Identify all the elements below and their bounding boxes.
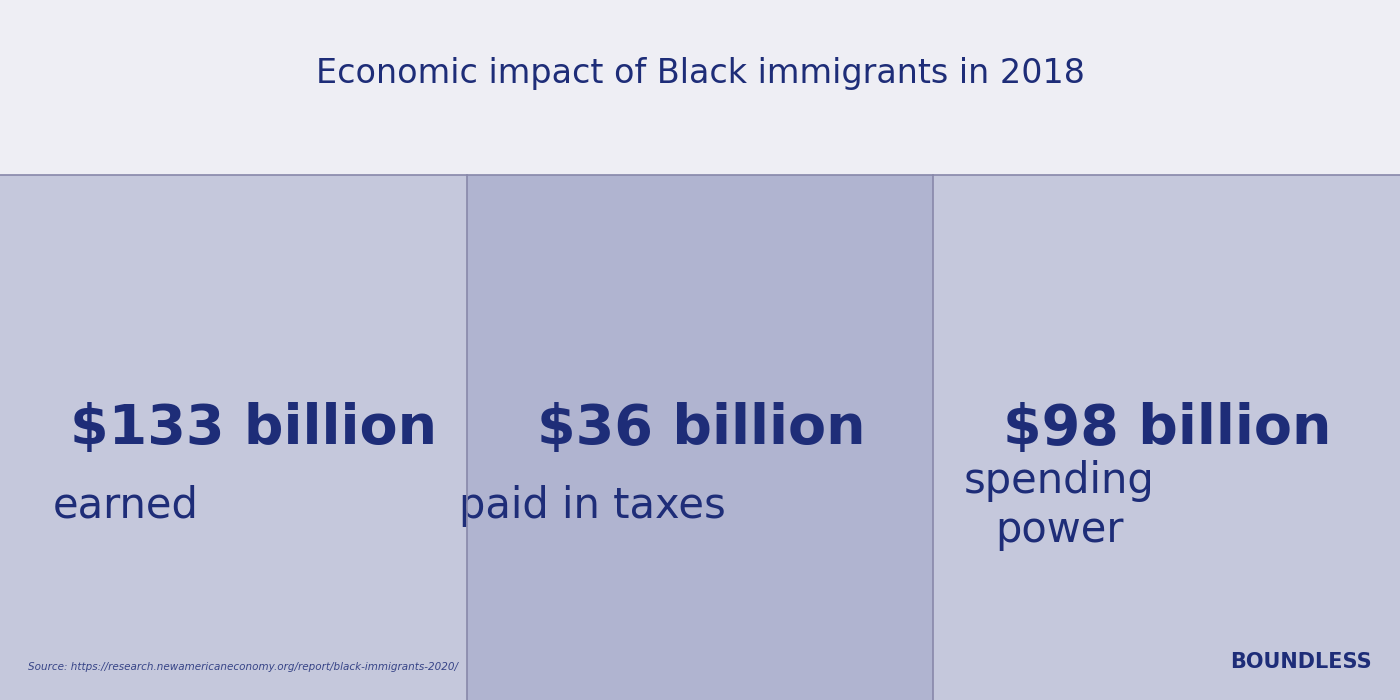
Bar: [0, 175, 466, 700]
Text: $133 billion: $133 billion: [70, 402, 437, 456]
Text: Source: https://research.newamericaneconomy.org/report/black-immigrants-2020/: Source: https://research.newamericanecon…: [28, 662, 458, 672]
Text: earned: earned: [53, 484, 199, 526]
Bar: [466, 175, 934, 700]
Bar: [934, 175, 1400, 700]
Text: paid in taxes: paid in taxes: [459, 484, 727, 526]
Text: BOUNDLESS: BOUNDLESS: [1231, 652, 1372, 672]
Text: Economic impact of Black immigrants in 2018: Economic impact of Black immigrants in 2…: [315, 57, 1085, 90]
Text: spending
power: spending power: [965, 461, 1155, 551]
Text: $36 billion: $36 billion: [536, 402, 865, 456]
Bar: [0, 0, 1400, 175]
Text: $98 billion: $98 billion: [1004, 402, 1331, 456]
